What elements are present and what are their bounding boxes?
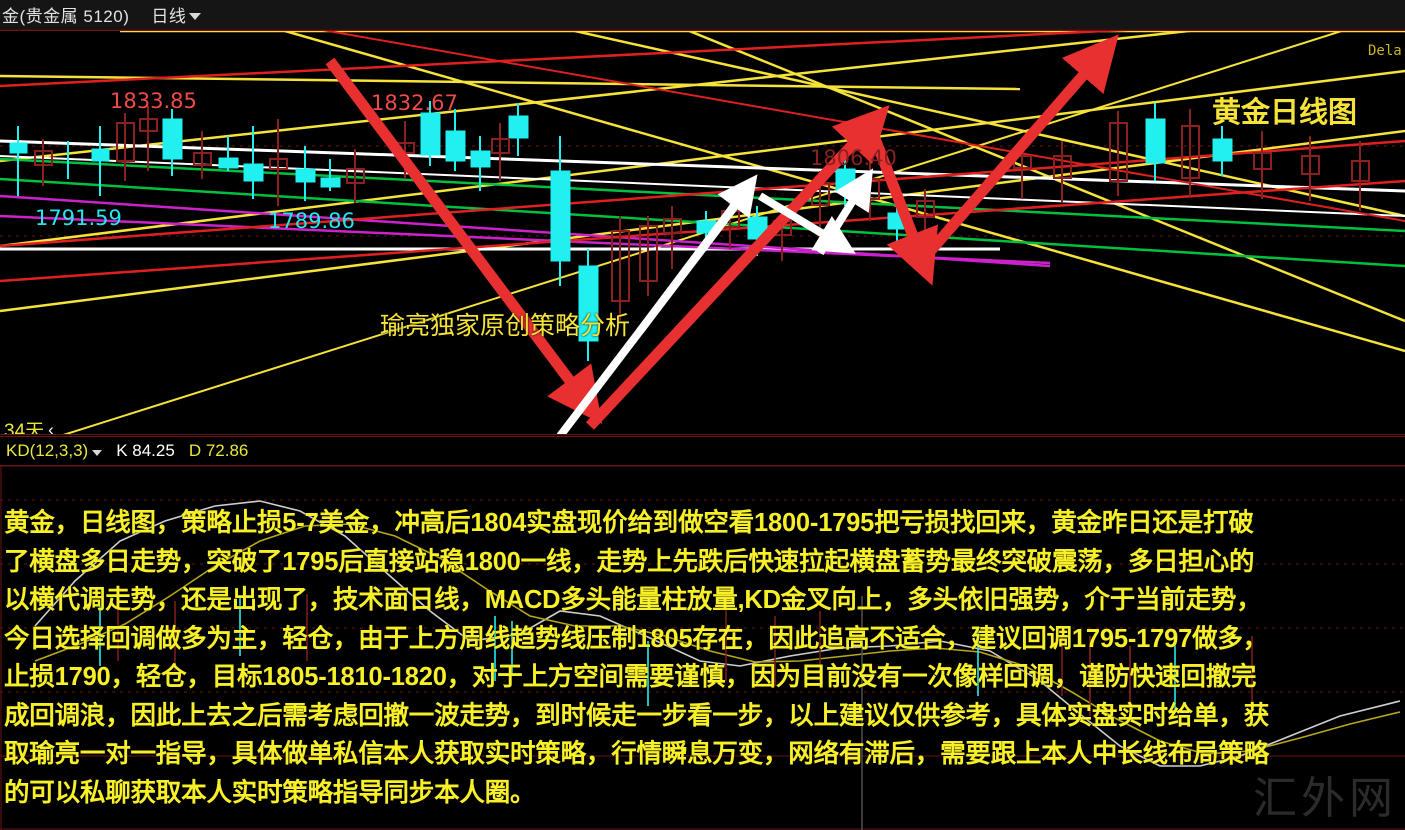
chart-title-overlay: 黄金日线图 [1212, 97, 1358, 129]
indicator-k-value: K 84.25 [116, 441, 175, 460]
days-label-text: 34天 [4, 421, 45, 435]
chart-header-bar: 金(贵金属 5120) 日线 [0, 0, 1405, 30]
price-chart-canvas [0, 31, 1405, 434]
grid-lines [0, 145, 1405, 237]
delayed-status-label: Dela [1368, 43, 1402, 59]
price-chart-pane[interactable]: 1833.85 1832.67 1791.59 1789.86 1806.40 … [0, 30, 1405, 435]
indicator-chart-pane[interactable]: 黄金，日线图，策略止损5-7美金，冲高后1804实盘现价给到做空看1800-17… [0, 466, 1405, 830]
indicator-selector[interactable]: KD(12,3,3) [6, 441, 103, 461]
price-label-1832: 1832.67 [371, 91, 458, 115]
indicator-header-bar: KD(12,3,3) K 84.25 D 72.86 [0, 436, 1405, 466]
site-watermark: 汇外网 [1253, 774, 1397, 823]
d-line-series [34, 523, 1401, 755]
price-label-1791: 1791.59 [35, 206, 122, 230]
analyst-signature: 瑜亮独家原创策略分析 [380, 312, 631, 340]
kd-grid-lines [0, 499, 1405, 757]
k-line-series [34, 500, 1401, 767]
price-label-1833: 1833.85 [110, 89, 197, 113]
chevron-left-icon: ‹ [48, 419, 54, 435]
chevron-down-icon [92, 450, 103, 456]
indicator-name-label: KD(12,3,3) [6, 441, 89, 460]
background-candle-ticks [99, 594, 1253, 721]
period-label: 日线 [151, 7, 187, 26]
chevron-down-icon [189, 13, 202, 20]
price-label-1806: 1806.40 [810, 146, 897, 170]
period-selector[interactable]: 日线 [151, 2, 202, 27]
analysis-arrows [325, 34, 1119, 434]
period-days-marker[interactable]: 34天 ‹ [4, 416, 54, 435]
symbol-label[interactable]: 金(贵金属 5120) [2, 7, 130, 26]
kd-chart-canvas [0, 466, 1405, 830]
kd-pane-borders [0, 466, 1405, 830]
indicator-d-value: D 72.86 [188, 441, 249, 460]
price-label-1789: 1789.86 [268, 209, 355, 233]
